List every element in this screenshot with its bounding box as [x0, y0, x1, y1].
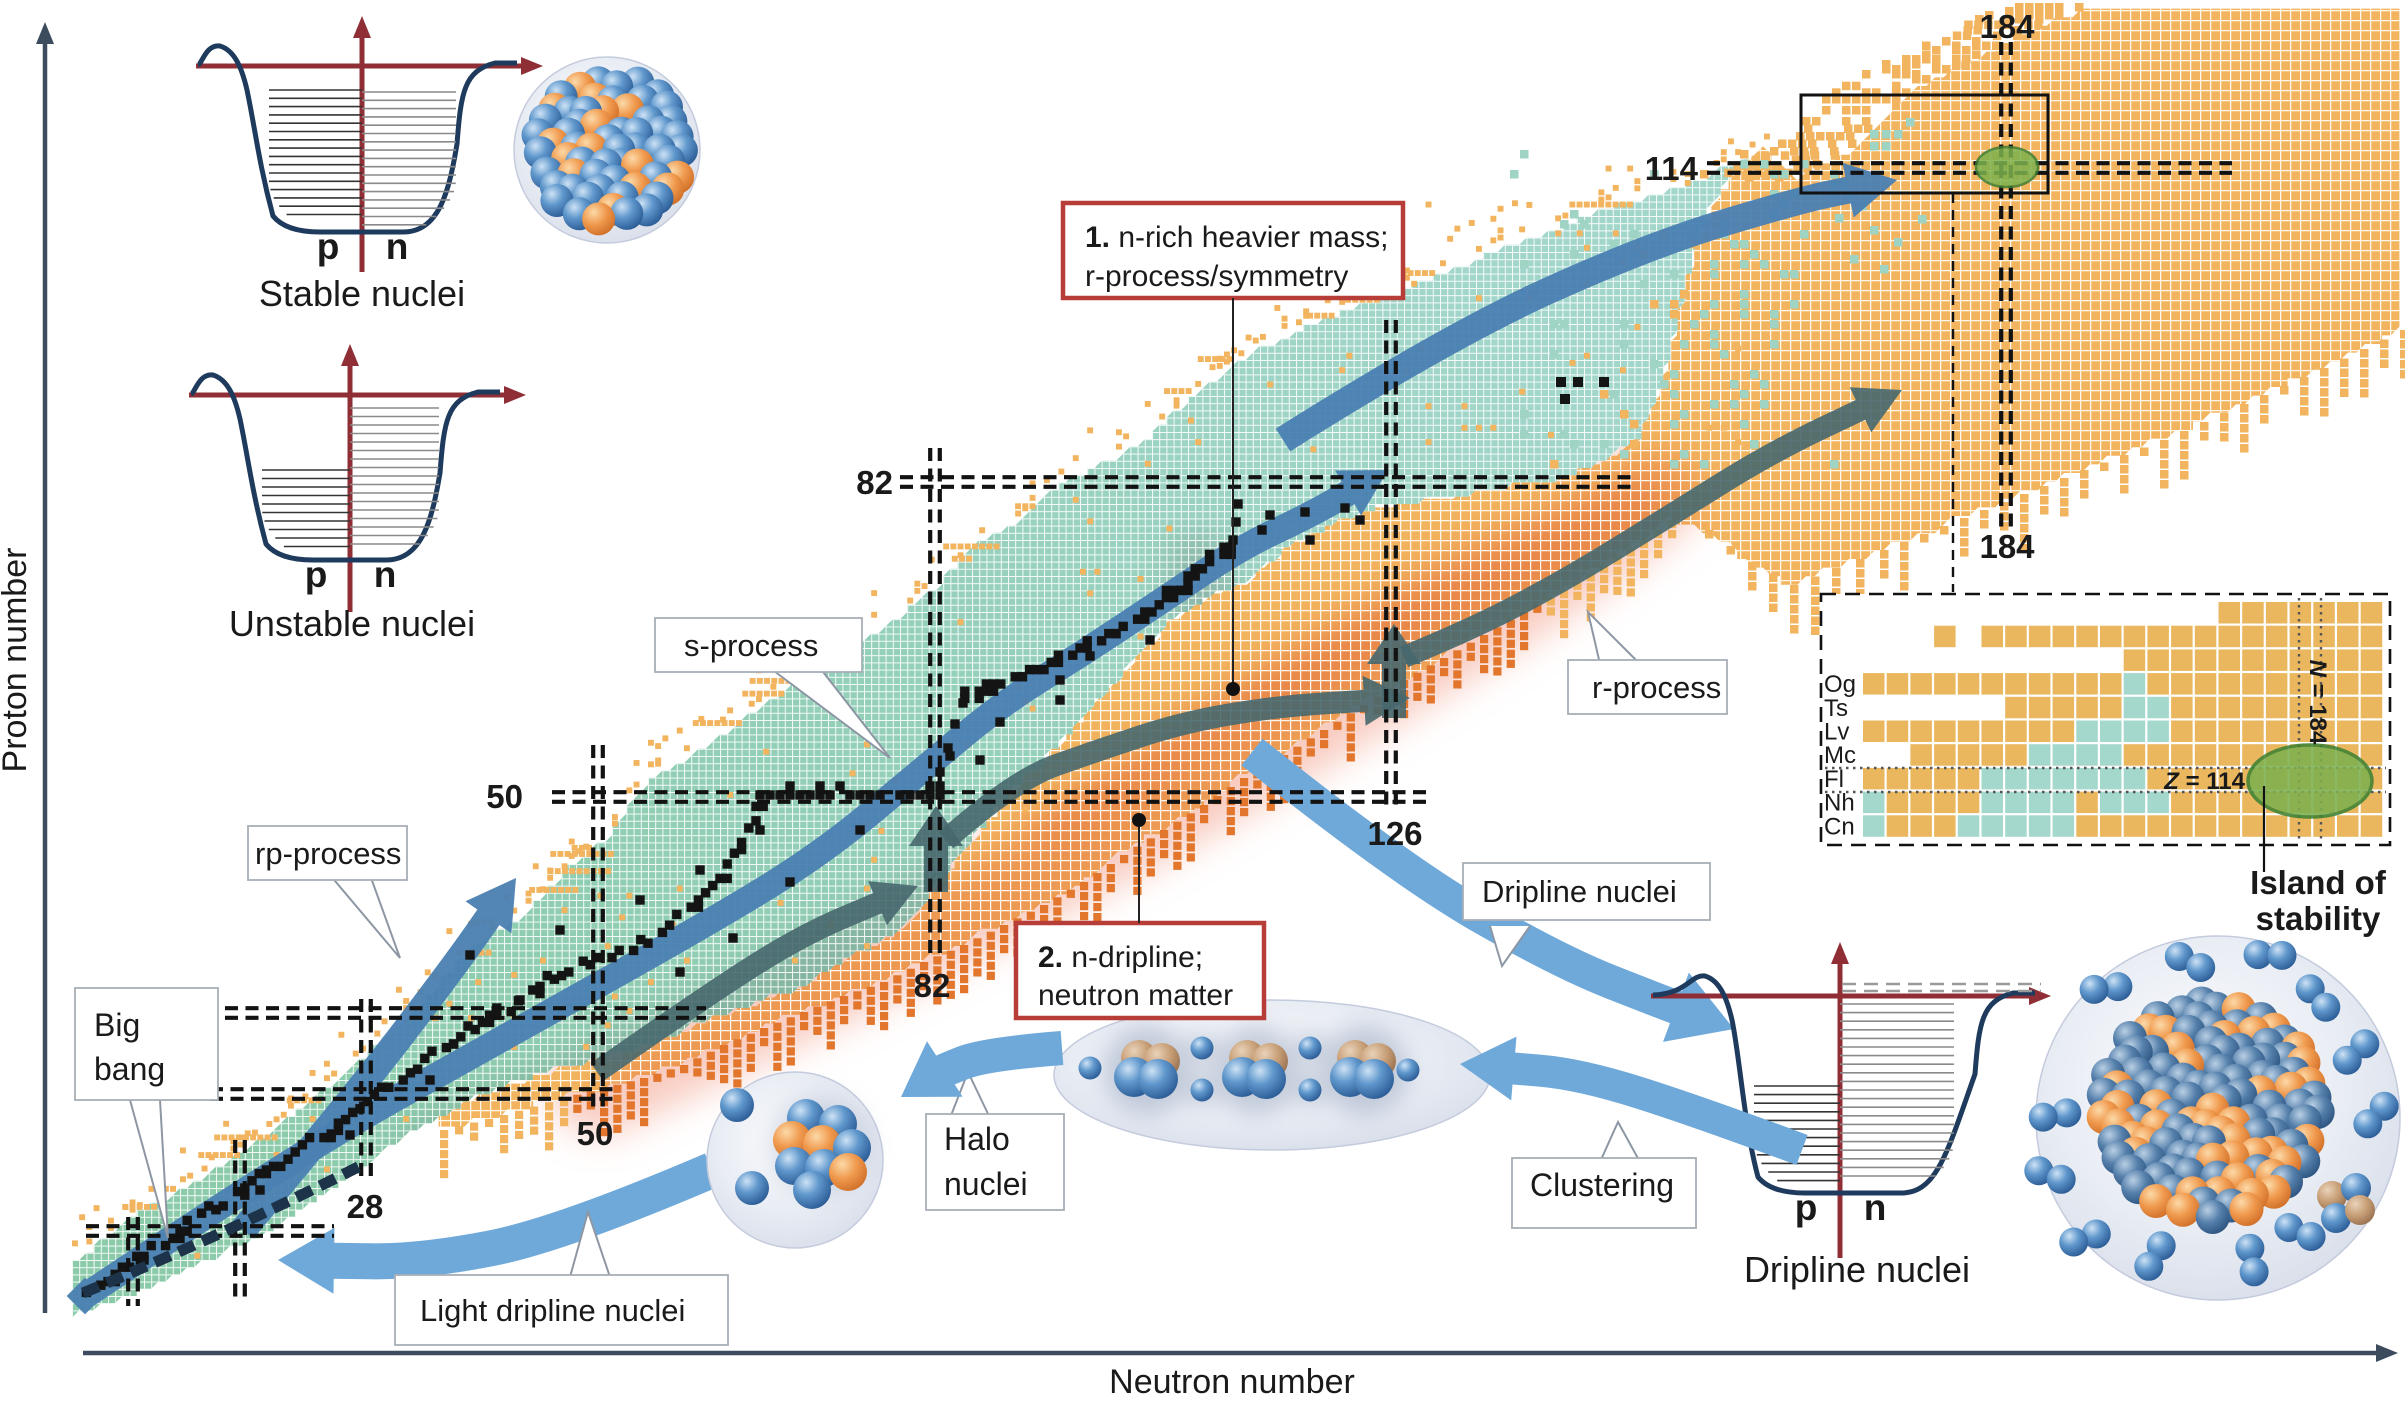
svg-text:Nh: Nh [1824, 790, 1855, 817]
svg-text:Dripline nuclei: Dripline nuclei [1482, 874, 1677, 909]
svg-text:s-process: s-process [684, 628, 818, 663]
svg-text:p: p [1795, 1187, 1818, 1228]
svg-text:p: p [317, 226, 340, 267]
svg-text:Mc: Mc [1824, 742, 1856, 769]
svg-text:Dripline nuclei: Dripline nuclei [1744, 1249, 1970, 1290]
svg-text:Island of: Island of [2250, 864, 2387, 901]
svg-text:Ts: Ts [1824, 695, 1848, 722]
svg-text:Big: Big [94, 1007, 140, 1043]
svg-text:1. n-rich heavier mass;: 1. n-rich heavier mass; [1085, 221, 1388, 254]
svg-text:2. n-dripline;: 2. n-dripline; [1038, 941, 1203, 974]
svg-text:126: 126 [1367, 815, 1422, 852]
svg-text:n: n [386, 226, 409, 267]
svg-text:28: 28 [347, 1188, 384, 1225]
svg-text:bang: bang [94, 1051, 165, 1087]
svg-text:n: n [374, 554, 397, 595]
svg-text:rp-process: rp-process [255, 836, 401, 871]
svg-text:r-process/symmetry: r-process/symmetry [1085, 260, 1348, 293]
svg-text:nuclei: nuclei [944, 1166, 1028, 1202]
svg-text:Halo: Halo [944, 1121, 1010, 1157]
svg-text:N = 184: N = 184 [2304, 660, 2331, 745]
svg-text:184: 184 [1979, 528, 2035, 565]
svg-text:n: n [1864, 1187, 1887, 1228]
svg-text:Og: Og [1824, 671, 1856, 698]
svg-text:82: 82 [914, 967, 951, 1004]
svg-text:p: p [305, 554, 328, 595]
svg-text:50: 50 [486, 778, 523, 815]
svg-text:82: 82 [856, 464, 893, 501]
svg-text:50: 50 [577, 1115, 614, 1152]
svg-text:Unstable nuclei: Unstable nuclei [229, 603, 475, 644]
svg-text:114: 114 [1645, 150, 1699, 187]
svg-text:r-process: r-process [1592, 670, 1721, 705]
svg-text:Cn: Cn [1824, 813, 1855, 840]
svg-text:Fl: Fl [1824, 766, 1844, 793]
svg-text:Light dripline nuclei: Light dripline nuclei [420, 1293, 685, 1328]
svg-text:Clustering: Clustering [1530, 1167, 1674, 1203]
svg-text:Z = 114: Z = 114 [2163, 768, 2245, 795]
svg-text:stability: stability [2256, 900, 2381, 937]
svg-text:neutron matter: neutron matter [1038, 979, 1233, 1012]
svg-text:Neutron number: Neutron number [1109, 1363, 1355, 1401]
svg-text:Proton number: Proton number [0, 548, 34, 773]
svg-text:Stable nuclei: Stable nuclei [259, 273, 465, 314]
svg-text:Lv: Lv [1824, 719, 1849, 746]
svg-text:184: 184 [1979, 8, 2035, 45]
